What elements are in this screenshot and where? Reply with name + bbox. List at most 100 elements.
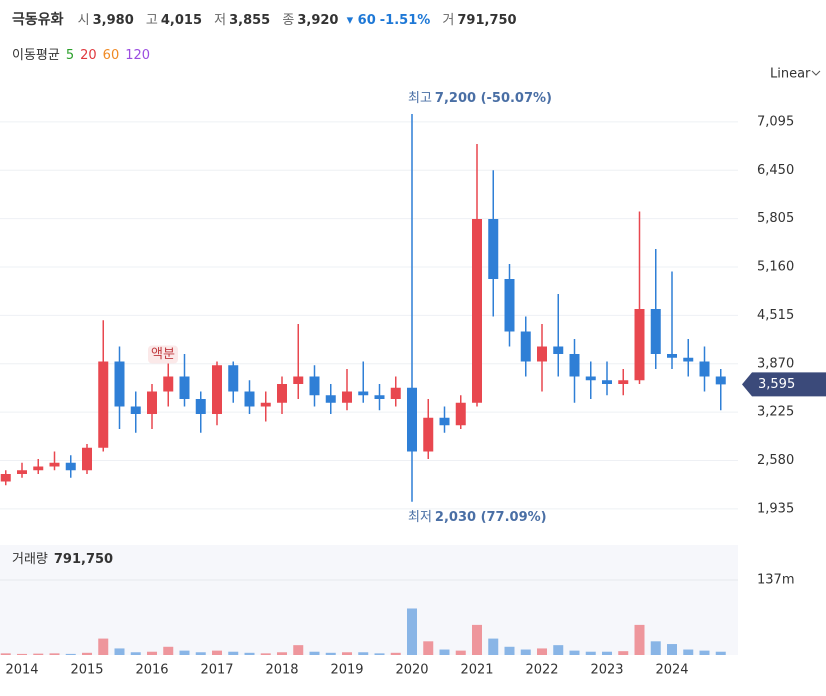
- x-tick-label: 2020: [395, 663, 428, 678]
- candle-body: [667, 354, 677, 358]
- volume-bar: [130, 652, 141, 655]
- candle-body: [634, 309, 645, 381]
- max-note: 최고 7,200 (-50.07%): [408, 91, 552, 106]
- volume-bar: [49, 653, 60, 655]
- volume-bar: [33, 653, 44, 655]
- volume-bar: [0, 653, 11, 655]
- candle-body: [65, 462, 76, 471]
- volume-bar: [537, 648, 547, 655]
- candle-body: [585, 376, 596, 381]
- volume-bar: [293, 645, 304, 655]
- ma-item: 60: [103, 48, 120, 63]
- candle-body: [179, 376, 190, 399]
- x-tick-label: 2019: [330, 663, 363, 678]
- volume-bar: [17, 653, 27, 655]
- candle-body: [715, 376, 726, 385]
- volume-bar: [585, 651, 596, 655]
- volume-bar: [455, 650, 466, 655]
- volume-bar: [179, 650, 190, 655]
- volume-bar: [212, 650, 222, 655]
- volume-bar: [423, 641, 434, 655]
- volume-title: 거래량 791,750: [12, 552, 113, 567]
- volume-bar: [569, 650, 580, 655]
- candle-body: [114, 361, 125, 407]
- scale-caret[interactable]: [811, 70, 821, 76]
- candle-body: [325, 395, 336, 403]
- price-badge-label: 3,595: [758, 377, 795, 392]
- candle-body: [569, 354, 580, 377]
- ma-item: 20: [80, 48, 97, 63]
- x-tick-label: 2014: [5, 663, 38, 678]
- candle-body: [407, 387, 417, 452]
- volume-tick-label: 137m: [757, 573, 794, 588]
- min-text: 2,030 (77.09%): [435, 509, 547, 524]
- candle-body: [277, 384, 287, 403]
- volume-bar: [358, 652, 369, 655]
- min-label: 최저: [408, 509, 432, 524]
- header: 극동유화 시 3,980 고 4,015 저 3,855 종 3,920 ▾ 60 -1.…: [12, 12, 517, 28]
- volume-bar: [439, 649, 450, 655]
- candle-body: [130, 406, 141, 414]
- x-tick-label: 2023: [590, 663, 623, 678]
- volume-bar: [488, 638, 499, 655]
- event-badge: [148, 345, 178, 364]
- candle-body: [260, 402, 271, 407]
- candle-body: [650, 309, 661, 354]
- volume-bar: [98, 638, 109, 655]
- x-tick-label: 2017: [200, 663, 233, 678]
- volume-bar: [277, 652, 287, 655]
- max-text: 7,200 (-50.07%): [435, 91, 552, 106]
- candle-body: [504, 279, 515, 332]
- volume-bar: [472, 624, 482, 655]
- volume-bar: [228, 651, 239, 655]
- candle-body: [439, 417, 450, 426]
- candle-body: [342, 391, 352, 403]
- volume-bar: [309, 651, 320, 655]
- candle-body: [33, 466, 44, 471]
- candle-body: [244, 391, 255, 407]
- max-label: 최고: [408, 91, 432, 106]
- candle-body: [602, 380, 612, 384]
- y-tick-label: 2,580: [757, 453, 794, 468]
- price-badge: [742, 372, 826, 397]
- candle-body: [163, 376, 174, 392]
- y-tick-label: 1,935: [757, 501, 794, 516]
- candle-body: [228, 365, 239, 392]
- y-tick-label: 6,450: [757, 163, 794, 178]
- volume-bar: [325, 652, 336, 655]
- volume-bar: [699, 650, 710, 655]
- x-tick-label: 2018: [265, 663, 298, 678]
- candle-body: [49, 462, 60, 467]
- candle-body: [683, 357, 694, 362]
- volume-bar: [147, 651, 157, 655]
- candle-body: [212, 365, 222, 414]
- candle-body: [520, 331, 531, 362]
- candle-body: [98, 361, 109, 448]
- volume-bar: [342, 652, 352, 655]
- candle-body: [699, 361, 710, 377]
- candle-body: [537, 346, 547, 362]
- volume-bar: [390, 652, 401, 655]
- candle-body: [390, 387, 401, 399]
- volume-bar: [667, 644, 677, 655]
- min-note: 최저 2,030 (77.09%): [408, 509, 547, 524]
- volume-bar: [602, 651, 612, 655]
- candle-body: [309, 376, 320, 396]
- volume-bar: [650, 641, 661, 655]
- volume-bar: [260, 653, 271, 655]
- candle-body: [423, 417, 434, 452]
- candle-body: [553, 346, 564, 354]
- candle-body: [195, 399, 206, 414]
- candle-body: [374, 395, 385, 399]
- event-note: 액분: [151, 347, 175, 362]
- x-tick-label: 2015: [70, 663, 103, 678]
- x-tick-label: 2024: [655, 663, 688, 678]
- y-tick-label: 3,870: [757, 356, 794, 371]
- volume-panel: [0, 545, 738, 655]
- candle-body: [472, 219, 482, 403]
- y-tick-label: 4,515: [757, 308, 794, 323]
- candle-body: [82, 447, 92, 471]
- scale-mode[interactable]: Linear: [770, 67, 811, 82]
- volume-bar: [715, 651, 726, 655]
